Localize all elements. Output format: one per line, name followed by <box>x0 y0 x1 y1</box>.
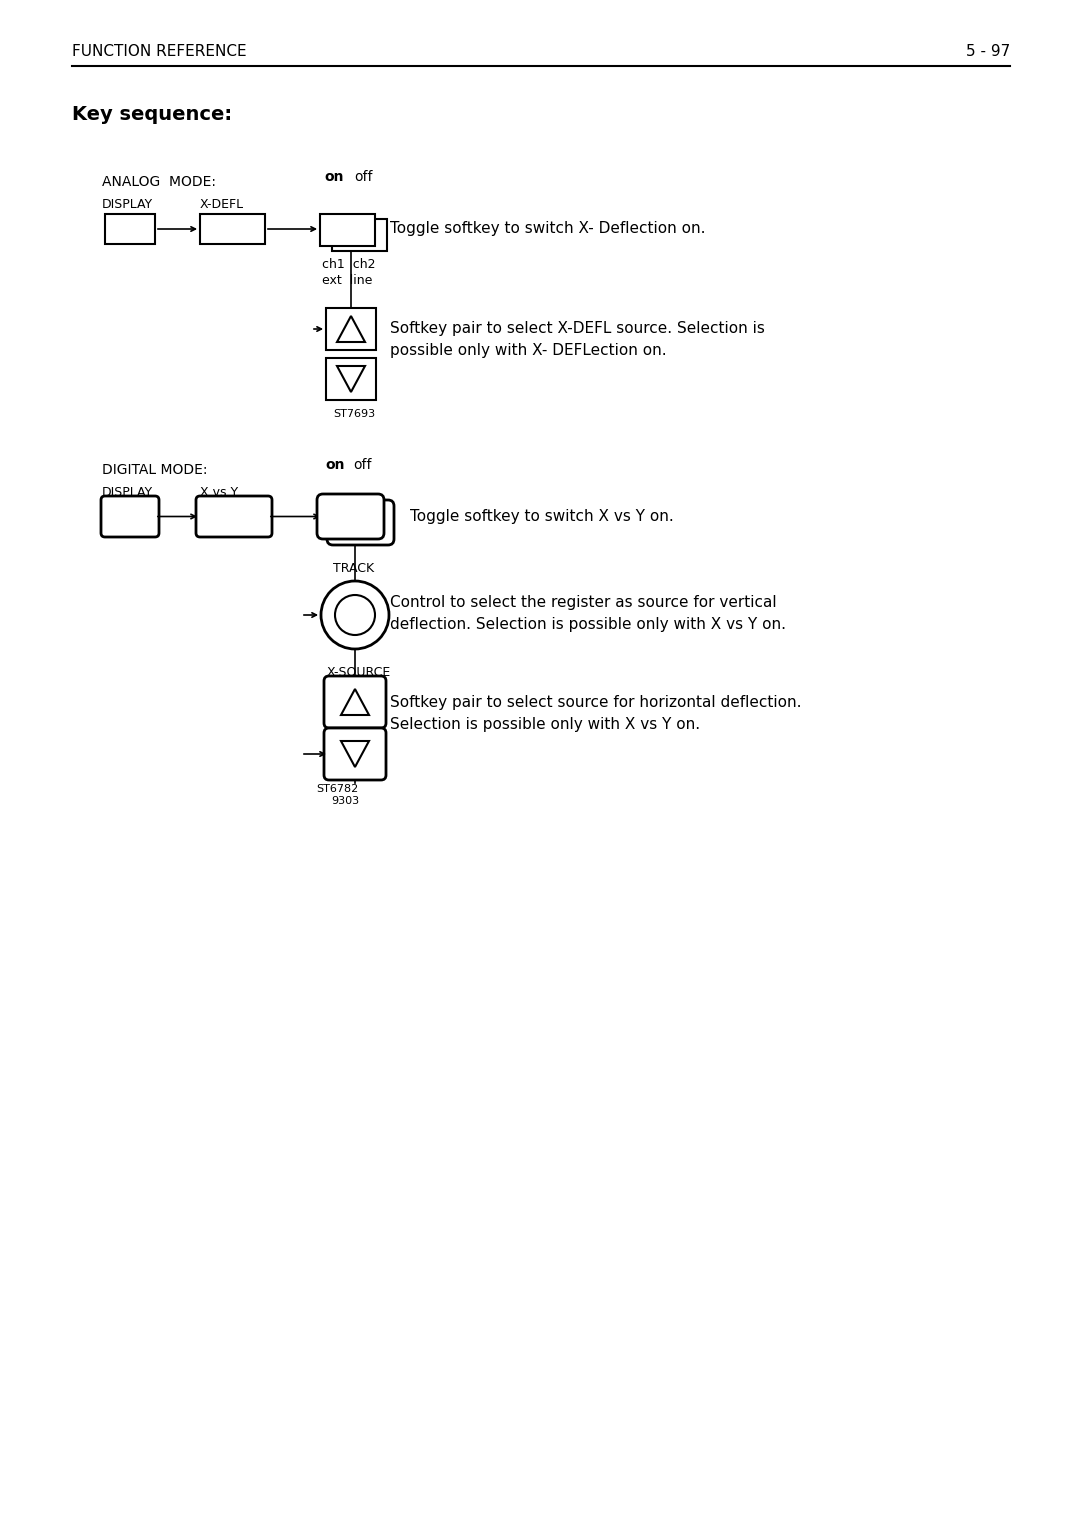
Circle shape <box>335 595 375 635</box>
Text: Selection is possible only with X vs Y on.: Selection is possible only with X vs Y o… <box>390 717 700 731</box>
Text: Softkey pair to select source for horizontal deflection.: Softkey pair to select source for horizo… <box>390 694 801 709</box>
Text: on: on <box>325 459 345 472</box>
FancyBboxPatch shape <box>327 500 394 544</box>
FancyBboxPatch shape <box>200 214 265 245</box>
Text: off: off <box>354 170 373 183</box>
Text: ch1  ch2: ch1 ch2 <box>322 257 376 271</box>
Text: DIGITAL MODE:: DIGITAL MODE: <box>102 463 207 477</box>
Text: ext  line: ext line <box>322 274 373 286</box>
Text: Toggle softkey to switch X vs Y on.: Toggle softkey to switch X vs Y on. <box>410 509 674 524</box>
FancyBboxPatch shape <box>320 214 375 246</box>
FancyBboxPatch shape <box>324 728 386 780</box>
Text: ST7693: ST7693 <box>333 408 375 419</box>
Text: Control to select the register as source for vertical: Control to select the register as source… <box>390 595 777 610</box>
Text: off: off <box>353 459 372 472</box>
FancyBboxPatch shape <box>318 494 384 540</box>
Text: 9303: 9303 <box>330 797 359 806</box>
Circle shape <box>321 581 389 648</box>
Text: X-DEFL: X-DEFL <box>200 199 244 211</box>
Text: Key sequence:: Key sequence: <box>72 106 232 124</box>
Text: deflection. Selection is possible only with X vs Y on.: deflection. Selection is possible only w… <box>390 618 786 633</box>
Text: on: on <box>324 170 343 183</box>
FancyBboxPatch shape <box>195 495 272 537</box>
FancyBboxPatch shape <box>105 214 156 245</box>
Text: FUNCTION REFERENCE: FUNCTION REFERENCE <box>72 44 246 60</box>
Text: ANALOG  MODE:: ANALOG MODE: <box>102 174 216 190</box>
Text: DISPLAY: DISPLAY <box>102 199 153 211</box>
FancyBboxPatch shape <box>102 495 159 537</box>
FancyBboxPatch shape <box>326 307 376 350</box>
Text: TRACK: TRACK <box>333 563 374 575</box>
Text: X-SOURCE: X-SOURCE <box>327 667 391 679</box>
Text: X vs Y: X vs Y <box>200 486 238 498</box>
FancyBboxPatch shape <box>332 219 387 251</box>
Text: DISPLAY: DISPLAY <box>102 486 153 498</box>
FancyBboxPatch shape <box>324 676 386 728</box>
Text: Softkey pair to select X-DEFL source. Selection is: Softkey pair to select X-DEFL source. Se… <box>390 321 765 336</box>
Text: ST6782: ST6782 <box>315 784 359 794</box>
FancyBboxPatch shape <box>326 358 376 401</box>
Text: possible only with X- DEFLection on.: possible only with X- DEFLection on. <box>390 344 666 358</box>
Text: Toggle softkey to switch X- Deflection on.: Toggle softkey to switch X- Deflection o… <box>390 222 705 237</box>
Text: 5 - 97: 5 - 97 <box>966 44 1010 60</box>
